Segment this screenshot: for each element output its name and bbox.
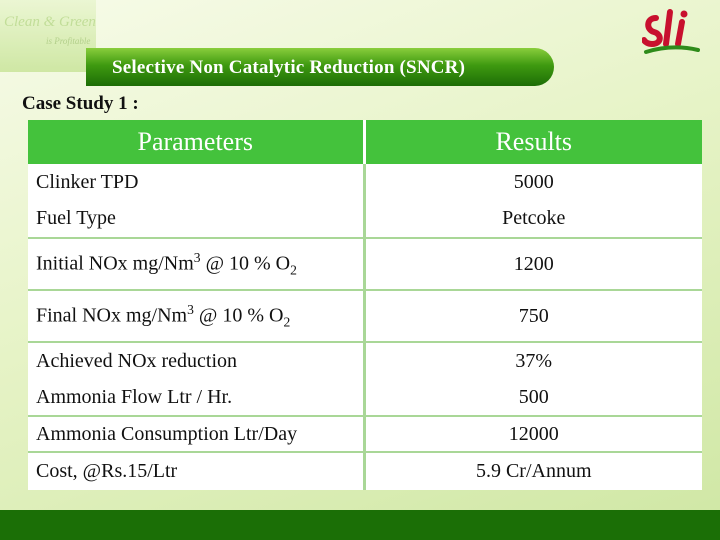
header-parameters: Parameters — [28, 120, 366, 164]
table-row: Clinker TPD 5000 — [28, 164, 702, 200]
param-cell: Cost, @Rs.15/Ltr — [28, 451, 366, 490]
param-superscript: 3 — [193, 249, 201, 265]
param-cell: Ammonia Flow Ltr / Hr. — [28, 380, 366, 416]
result-cell: 750 — [364, 289, 702, 342]
case-study-heading: Case Study 1 : — [22, 93, 139, 114]
param-cell: Ammonia Consumption Ltr/Day — [28, 415, 366, 452]
param-cell: Fuel Type — [28, 200, 366, 238]
clean-green-logo: Clean & Green is Profitable — [0, 0, 96, 72]
table-row: Final NOx mg/Nm3 @ 10 % O2 750 — [28, 289, 702, 342]
param-cell: Achieved NOx reduction — [28, 341, 366, 380]
param-cell: Final NOx mg/Nm3 @ 10 % O2 — [28, 289, 366, 342]
header-results: Results — [364, 120, 702, 164]
table-row: Fuel Type Petcoke — [28, 200, 702, 238]
table-row: Achieved NOx reduction 37% — [28, 341, 702, 380]
param-text: Initial NOx mg/Nm — [36, 252, 194, 275]
param-subscript: 2 — [290, 262, 297, 278]
company-logo-icon — [641, 9, 700, 54]
slide-title: Selective Non Catalytic Reduction (SNCR) — [112, 57, 466, 78]
result-cell: 37% — [364, 341, 702, 380]
result-cell: 500 — [364, 380, 702, 416]
logo-text-line1: Clean & Green — [4, 14, 96, 30]
result-cell: 5.9 Cr/Annum — [364, 451, 702, 490]
company-logo — [641, 8, 702, 60]
footer-bar — [0, 510, 720, 540]
table-row: Initial NOx mg/Nm3 @ 10 % O2 1200 — [28, 237, 702, 290]
logo-text-line2: is Profitable — [46, 36, 91, 46]
table-row: Cost, @Rs.15/Ltr 5.9 Cr/Annum — [28, 451, 702, 490]
table-header-row: Parameters Results — [28, 120, 702, 164]
result-cell: 5000 — [364, 164, 702, 200]
param-cell: Clinker TPD — [28, 164, 366, 200]
param-cell: Initial NOx mg/Nm3 @ 10 % O2 — [28, 237, 366, 290]
param-text: Final NOx mg/Nm — [36, 304, 188, 327]
title-banner: Selective Non Catalytic Reduction (SNCR) — [86, 48, 554, 86]
param-text-cont: @ 10 % O — [193, 304, 284, 327]
table-row: Ammonia Consumption Ltr/Day 12000 — [28, 415, 702, 452]
param-text-cont: @ 10 % O — [200, 252, 291, 275]
result-cell: 12000 — [364, 415, 702, 452]
param-subscript: 2 — [283, 314, 291, 330]
results-table: Parameters Results Clinker TPD 5000 Fuel… — [28, 120, 702, 490]
param-superscript: 3 — [187, 301, 194, 317]
result-cell: 1200 — [364, 237, 702, 290]
table-row: Ammonia Flow Ltr / Hr. 500 — [28, 380, 702, 416]
result-cell: Petcoke — [364, 200, 702, 238]
